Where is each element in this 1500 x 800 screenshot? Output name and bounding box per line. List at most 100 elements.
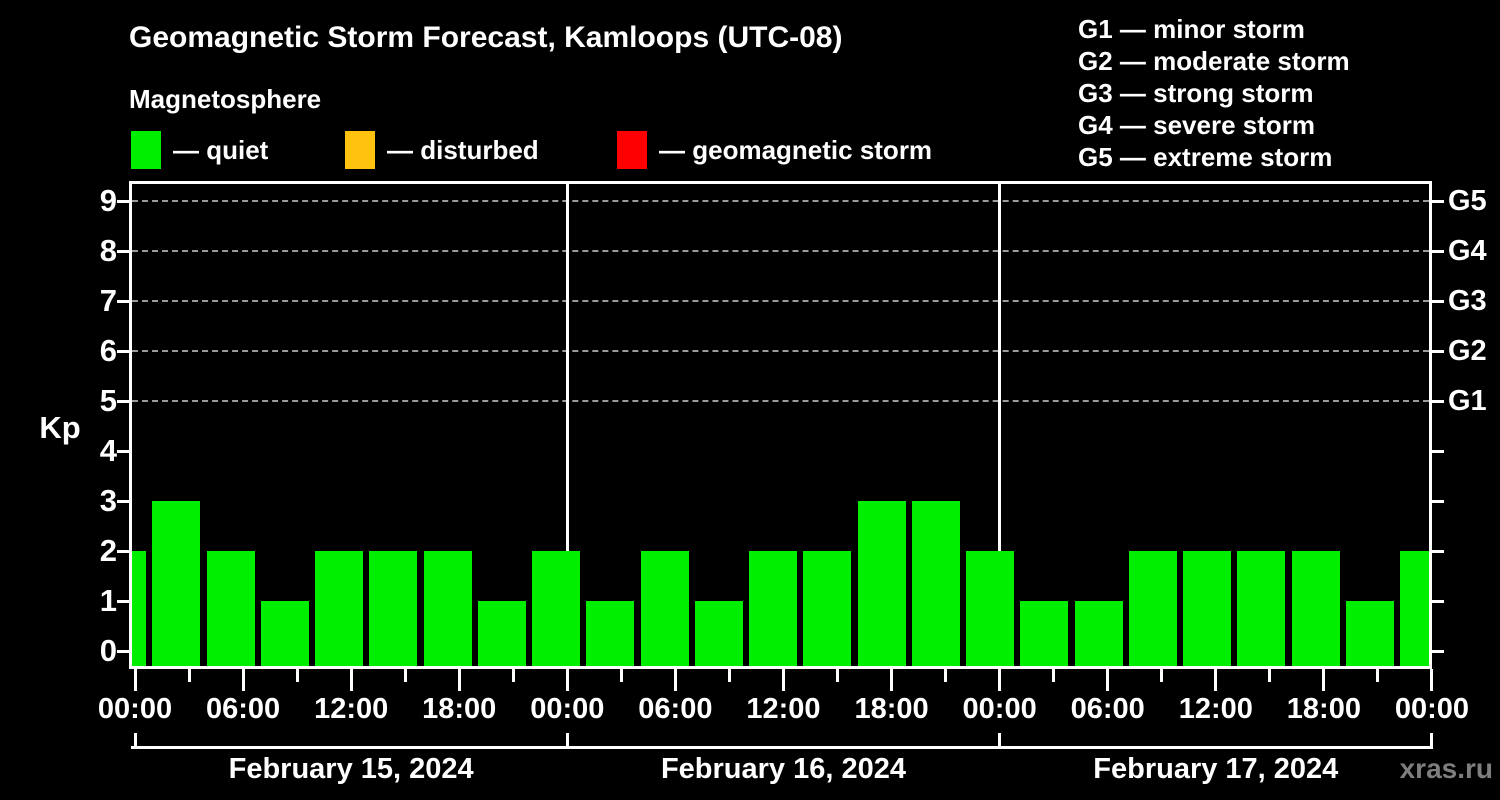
date-bracket-tick <box>133 733 137 749</box>
gridline-kp7 <box>132 300 1429 302</box>
g-level-label-g5: G5 <box>1448 185 1487 217</box>
x-axis-time-label: 06:00 <box>205 693 281 725</box>
y-axis-tick <box>117 249 129 253</box>
gridline-kp5 <box>132 400 1429 402</box>
date-bracket-tick <box>1430 733 1434 749</box>
x-axis-time-label: 18:00 <box>1286 693 1361 725</box>
x-axis-time-label: 00:00 <box>962 693 1037 725</box>
x-axis-major-tick <box>1322 669 1326 691</box>
x-axis-time-label: 12:00 <box>746 693 821 725</box>
g-scale-legend: G1 — minor storm G2 — moderate storm G3 — … <box>1078 13 1350 173</box>
kp-bar <box>152 501 201 666</box>
right-axis-tick <box>1432 599 1444 603</box>
date-label: February 16, 2024 <box>660 753 906 785</box>
kp-bar <box>640 551 689 666</box>
kp-bar <box>206 551 255 666</box>
y-axis-tick <box>117 349 129 353</box>
x-axis-major-tick <box>1106 669 1110 691</box>
gridline-kp9 <box>132 200 1429 202</box>
x-axis-time-label: 06:00 <box>638 693 713 725</box>
x-axis-time-label: 00:00 <box>97 693 173 725</box>
date-label: February 15, 2024 <box>228 753 474 785</box>
y-axis-tick <box>117 399 129 403</box>
x-axis-major-tick <box>1214 669 1218 691</box>
right-axis-tick <box>1432 399 1444 403</box>
kp-bar <box>532 551 580 666</box>
kp-bar <box>315 551 363 666</box>
y-axis-tick-label: 0 <box>99 633 117 668</box>
kp-bar <box>1291 551 1340 666</box>
day-divider-line <box>998 184 1002 666</box>
kp-bar <box>1183 551 1231 666</box>
y-axis-tick-label: 5 <box>99 383 117 418</box>
kp-bar <box>857 501 906 666</box>
day-divider-line <box>565 184 569 666</box>
kp-bar <box>1345 601 1394 666</box>
kp-bar <box>749 551 797 666</box>
legend-label: — disturbed <box>387 134 539 165</box>
x-axis-time-label: 18:00 <box>854 693 929 725</box>
legend-swatch-storm <box>617 131 647 169</box>
x-axis-minor-tick <box>727 669 731 682</box>
x-axis-major-tick <box>673 669 677 691</box>
kp-bar <box>694 601 743 666</box>
legend-label: — quiet <box>173 134 269 165</box>
kp-bar <box>423 551 472 666</box>
x-axis-time-label: 06:00 <box>1070 693 1145 725</box>
kp-bar <box>132 551 146 666</box>
kp-bar <box>586 601 635 666</box>
g-level-label-g3: G3 <box>1448 285 1487 317</box>
right-axis-tick <box>1432 499 1444 503</box>
x-axis-time-label: 00:00 <box>1394 693 1470 725</box>
legend-item: — geomagnetic storm <box>617 131 932 169</box>
y-axis-tick <box>117 299 129 303</box>
y-axis-tick-label: 8 <box>99 233 117 268</box>
chart-subtitle: Magnetosphere <box>129 84 322 114</box>
x-axis-minor-tick <box>1052 669 1056 682</box>
y-axis-tick-label: 6 <box>99 333 117 368</box>
y-axis-tick-label: 1 <box>99 583 117 618</box>
x-axis-major-tick <box>349 669 353 691</box>
right-axis-tick <box>1432 199 1444 203</box>
y-axis-tick-label: 9 <box>99 183 117 218</box>
kp-bar <box>369 551 418 666</box>
legend-swatch-quiet <box>131 131 161 169</box>
y-axis-tick-label: 7 <box>99 283 117 318</box>
kp-bar <box>1128 551 1177 666</box>
y-axis-tick-label: 4 <box>99 433 117 468</box>
kp-bar <box>966 551 1014 666</box>
x-axis-minor-tick <box>511 669 515 682</box>
legend-label: — geomagnetic storm <box>659 134 933 165</box>
x-axis-major-tick <box>998 669 1002 691</box>
g-level-label-g2: G2 <box>1448 335 1487 367</box>
right-axis-tick <box>1432 449 1444 453</box>
y-axis-tick-label: 3 <box>99 483 117 518</box>
y-axis-tick <box>117 499 129 503</box>
legend-item: — quiet <box>131 131 268 169</box>
date-bracket-tick <box>565 733 569 749</box>
x-axis-major-tick <box>457 669 461 691</box>
legend-swatch-disturbed <box>345 131 375 169</box>
plot-frame <box>129 181 1432 669</box>
x-axis-minor-tick <box>619 669 623 682</box>
y-axis-tick <box>117 599 129 603</box>
x-axis-minor-tick <box>836 669 840 682</box>
x-axis-time-label: 12:00 <box>314 693 389 725</box>
y-axis-tick <box>117 649 129 653</box>
plot-area <box>132 184 1429 666</box>
y-axis-tick-label: 2 <box>99 533 117 568</box>
g-scale-legend-line: G2 — moderate storm <box>1078 46 1350 76</box>
x-axis-minor-tick <box>403 669 407 682</box>
watermark: xras.ru <box>1399 753 1493 784</box>
x-axis-major-tick <box>133 669 137 691</box>
x-axis-time-label: 00:00 <box>530 693 605 725</box>
right-axis-tick <box>1432 299 1444 303</box>
x-axis-time-label: 18:00 <box>422 693 497 725</box>
kp-bar <box>260 601 309 666</box>
kp-bar <box>1020 601 1069 666</box>
kp-bar <box>1237 551 1286 666</box>
date-label: February 17, 2024 <box>1093 753 1339 785</box>
right-axis-tick <box>1432 349 1444 353</box>
x-axis-major-tick <box>781 669 785 691</box>
kp-bar <box>1400 551 1429 666</box>
